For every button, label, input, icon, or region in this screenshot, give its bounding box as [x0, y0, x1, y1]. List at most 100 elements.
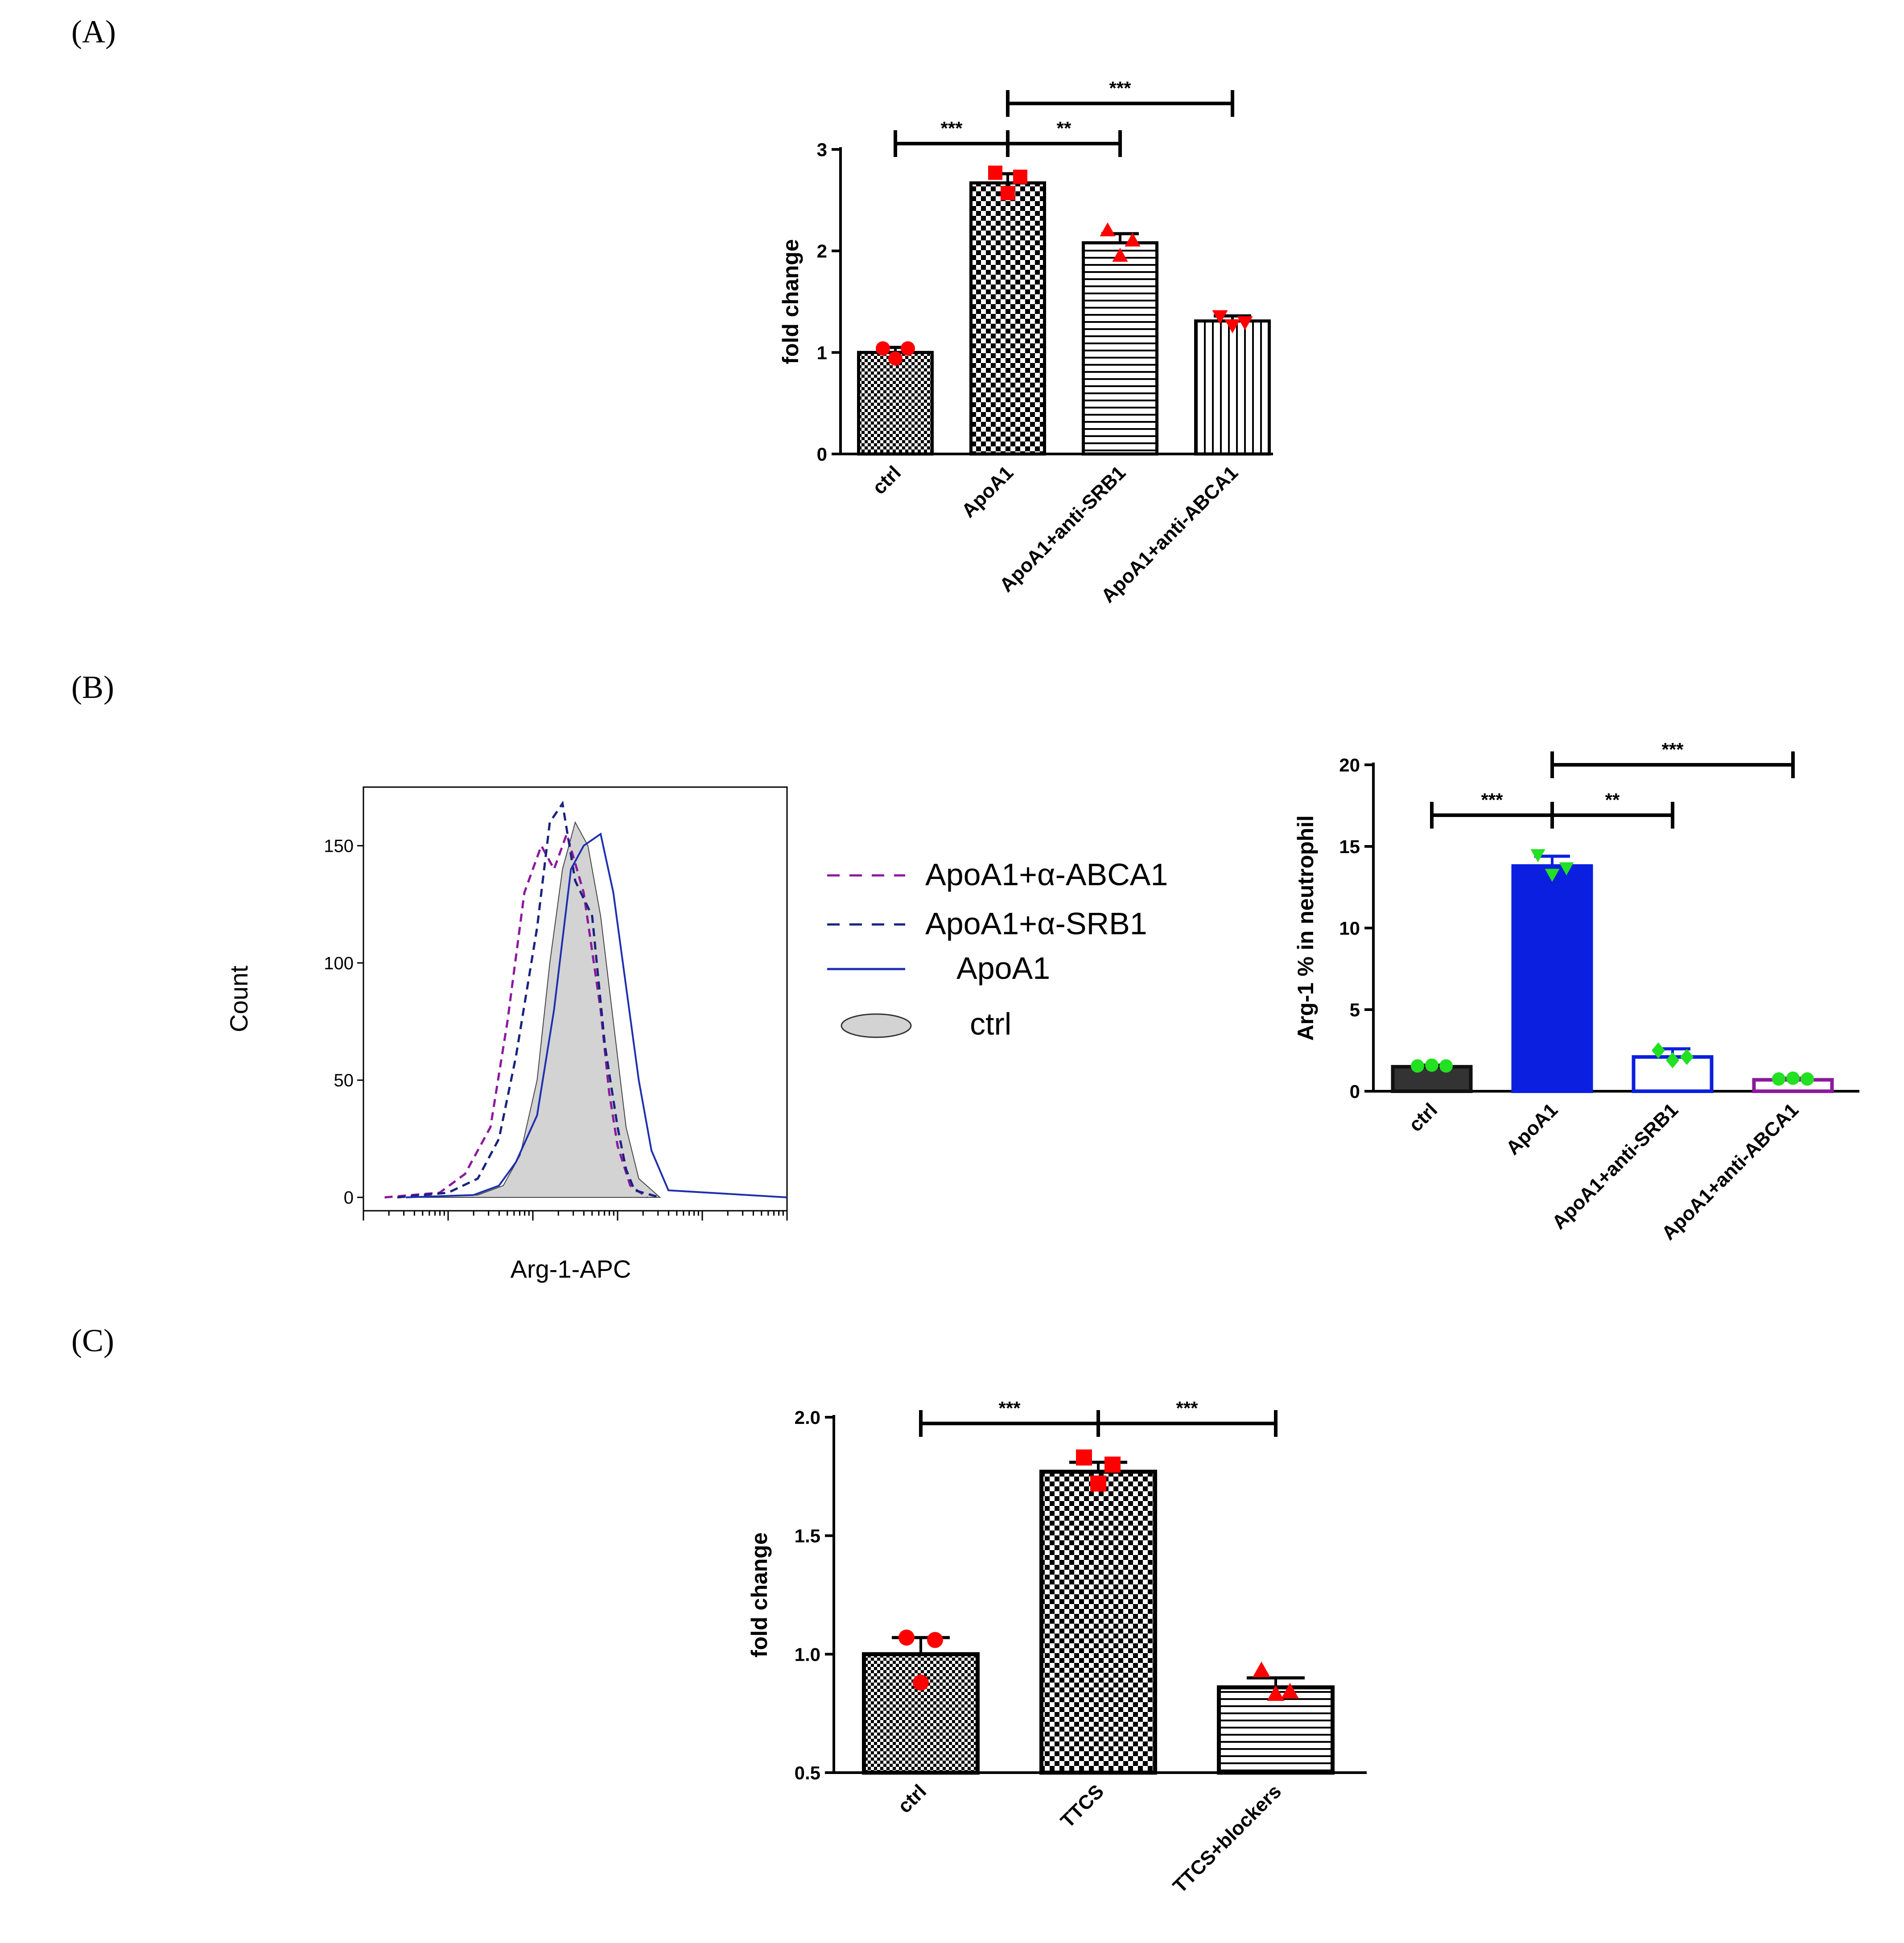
- data-point: [1125, 232, 1141, 247]
- data-point: [1237, 316, 1253, 330]
- bar: [1632, 1055, 1714, 1093]
- y-tick-label: 15: [1339, 836, 1360, 857]
- legend-entry: ApoA1+α-SRB1: [925, 906, 1147, 941]
- bar: [1082, 241, 1158, 456]
- data-point: [898, 1629, 915, 1646]
- data-point: [1224, 319, 1240, 334]
- bar: [1039, 1469, 1157, 1775]
- histogram-series: [397, 800, 660, 1199]
- data-point: [1104, 1456, 1121, 1473]
- significance-label: ***: [1176, 1398, 1198, 1419]
- data-point: [1076, 1449, 1092, 1466]
- y-tick-label: 0.5: [795, 1762, 820, 1783]
- data-point: [1267, 1685, 1285, 1701]
- category-label: ApoA1+anti-SRB1: [1548, 1099, 1682, 1233]
- data-point: [988, 165, 1002, 180]
- category-label: ctrl: [868, 462, 905, 499]
- legend-entry: ApoA1: [956, 951, 1050, 986]
- significance-label: ***: [998, 1398, 1021, 1419]
- data-point: [1112, 248, 1128, 262]
- data-point: [1666, 1052, 1679, 1068]
- y-axis-label: Count: [225, 965, 253, 1032]
- x-axis-label: Arg-1-APC: [511, 1255, 631, 1283]
- histogram-series: [384, 830, 648, 1199]
- category-label: TTCS+blockers: [1169, 1780, 1286, 1897]
- y-tick-label: 100: [324, 953, 354, 973]
- bar: [1194, 319, 1271, 456]
- data-point: [901, 341, 915, 356]
- bar: [1391, 1065, 1473, 1093]
- category-label: ctrl: [1405, 1099, 1442, 1136]
- data-point: [1212, 310, 1228, 324]
- data-point: [913, 1675, 929, 1691]
- panel-label-a: (A): [71, 14, 116, 50]
- data-point: [1772, 1072, 1785, 1086]
- y-tick-label: 150: [324, 836, 354, 856]
- y-tick-label: 0: [817, 444, 827, 465]
- y-tick-label: 3: [817, 139, 827, 160]
- data-point: [927, 1632, 943, 1648]
- plot-frame: [363, 786, 788, 1212]
- data-point: [1100, 222, 1116, 236]
- category-label: ApoA1: [1502, 1099, 1562, 1159]
- category-label: ApoA1+anti-SRB1: [995, 462, 1130, 596]
- panel-label-c: (C): [71, 1323, 114, 1358]
- significance-label: ***: [1661, 739, 1684, 760]
- data-point: [1680, 1049, 1694, 1065]
- legend-entry: ApoA1+α-ABCA1: [925, 857, 1168, 892]
- bar: [857, 351, 934, 456]
- data-point: [1281, 1683, 1299, 1699]
- category-label: ApoA1+anti-ABCA1: [1657, 1099, 1803, 1244]
- y-axis-label: fold change: [778, 239, 803, 364]
- y-tick-label: 0: [1350, 1081, 1360, 1102]
- data-point: [1411, 1059, 1424, 1073]
- bar: [862, 1652, 980, 1775]
- data-point: [1013, 169, 1027, 184]
- significance-label: ***: [1109, 78, 1131, 99]
- y-tick-label: 2.0: [795, 1407, 820, 1428]
- data-point: [1652, 1042, 1665, 1059]
- y-tick-label: 10: [1339, 918, 1360, 939]
- y-axis-label: fold change: [747, 1532, 772, 1658]
- data-point: [1530, 849, 1545, 862]
- significance-label: ***: [1481, 789, 1503, 810]
- data-point: [876, 341, 890, 356]
- bar: [1217, 1685, 1335, 1775]
- data-point: [888, 351, 903, 366]
- data-point: [1559, 862, 1574, 875]
- significance-label: ***: [940, 118, 963, 139]
- panel-label-b: (B): [71, 669, 114, 705]
- category-label: ApoA1: [957, 462, 1018, 522]
- bar: [969, 181, 1046, 456]
- significance-label: **: [1605, 789, 1620, 810]
- data-point: [1545, 869, 1560, 882]
- y-tick-label: 1.0: [795, 1644, 820, 1665]
- data-point: [1439, 1059, 1453, 1073]
- data-point: [1425, 1058, 1438, 1072]
- bar: [1511, 864, 1593, 1093]
- y-tick-label: 1.5: [795, 1526, 820, 1547]
- y-tick-label: 0: [344, 1188, 354, 1208]
- data-point: [1801, 1072, 1814, 1086]
- y-tick-label: 1: [817, 342, 827, 363]
- data-point: [1001, 186, 1015, 200]
- category-label: ctrl: [894, 1780, 931, 1817]
- y-axis-label: Arg-1 % in neutrophil: [1293, 815, 1318, 1041]
- chart-c-fold-change: 0.5 1.0 1.5 2.0 fold change ctrl TTCS TTCS+bloc…: [747, 1398, 1367, 1897]
- category-label: TTCS: [1056, 1780, 1108, 1832]
- data-point: [1090, 1475, 1106, 1492]
- chart-b-histogram: 0 50 100 150 Count Arg-1-APC ApoA1+α-ABCA1 ApoA…: [225, 786, 1168, 1283]
- y-tick-label: 50: [334, 1071, 354, 1090]
- data-point: [1253, 1661, 1270, 1677]
- histogram-series-ctrl: [405, 821, 661, 1198]
- significance-label: **: [1057, 118, 1072, 139]
- legend-entry: ctrl: [970, 1007, 1011, 1041]
- histogram-series: [405, 832, 787, 1198]
- legend-swatch: [841, 1013, 912, 1038]
- y-tick-label: 2: [817, 241, 827, 262]
- y-tick-label: 20: [1339, 755, 1360, 776]
- data-point: [1786, 1071, 1800, 1085]
